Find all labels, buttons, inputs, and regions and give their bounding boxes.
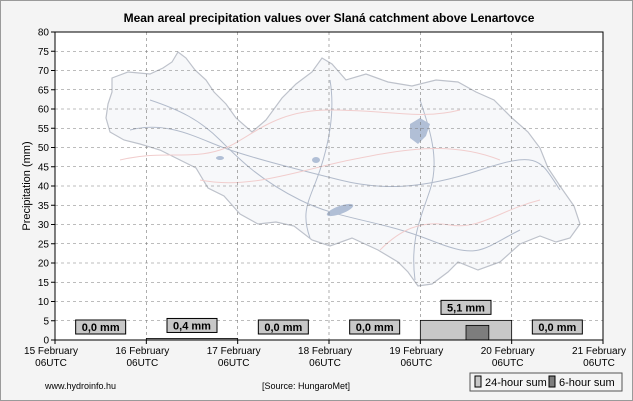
data-label: 0,4 mm [173, 320, 211, 332]
y-tick-label: 80 [38, 28, 50, 39]
data-label-box [75, 319, 127, 335]
x-tick-label: 21 February [572, 346, 626, 357]
y-tick-label: 35 [38, 201, 50, 212]
y-tick-label: 20 [38, 259, 50, 270]
y-tick-label: 25 [38, 239, 50, 250]
lake-shape [312, 157, 320, 163]
y-tick-label: 40 [38, 182, 50, 193]
x-tick-label: 20 February [481, 346, 535, 357]
data-label: 0,0 mm [264, 322, 302, 334]
chart-title: Mean areal precipitation values over Sla… [124, 11, 535, 25]
legend-label-6h: 6-hour sum [559, 377, 615, 389]
y-tick-label: 50 [38, 143, 50, 154]
x-tick-label: 06UTC [583, 358, 615, 369]
source-text: [Source: HungaroMet] [262, 381, 350, 391]
lake-shape [216, 156, 224, 160]
legend-swatch-6h [548, 375, 556, 388]
x-tick-label: 17 February [207, 346, 261, 357]
y-tick-label: 45 [38, 162, 50, 173]
data-label-box [166, 317, 218, 333]
bar-6h [465, 324, 490, 341]
catchment-map-image [105, 51, 581, 287]
lake-shape [326, 203, 354, 217]
data-label: 5,1 mm [447, 302, 485, 314]
y-tick-label: 75 [38, 47, 50, 58]
y-tick-label: 70 [38, 66, 50, 77]
x-tick-label: 06UTC [218, 358, 250, 369]
data-label-box [349, 319, 401, 335]
x-tick-label: 06UTC [400, 358, 432, 369]
road-line [119, 109, 461, 161]
river-line [149, 99, 521, 252]
legend-label-24h: 24-hour sum [485, 377, 547, 389]
data-label: 0,0 mm [538, 322, 576, 334]
y-tick-label: 15 [38, 278, 50, 289]
x-tick-label: 16 February [115, 346, 169, 357]
x-tick-label: 06UTC [126, 358, 158, 369]
y-tick-label: 65 [38, 85, 50, 96]
y-tick-label: 60 [38, 105, 50, 116]
data-label: 0,0 mm [356, 322, 394, 334]
road-line [379, 199, 541, 251]
x-tick-label: 19 February [389, 346, 443, 357]
x-tick-label: 06UTC [35, 358, 67, 369]
y-tick-label: 55 [38, 124, 50, 135]
data-label-box [440, 299, 492, 315]
y-axis-label: Precipitation (mm) [21, 141, 33, 230]
x-tick-label: 06UTC [309, 358, 341, 369]
y-tick-label: 5 [43, 316, 49, 327]
y-tick-label: 0 [43, 336, 49, 347]
x-tick-label: 18 February [298, 346, 352, 357]
data-label-box [531, 319, 583, 335]
legend-box [469, 372, 623, 392]
data-label-box [257, 319, 309, 335]
catchment-outline [105, 51, 581, 287]
plot-border [54, 31, 604, 341]
y-tick-label: 30 [38, 220, 50, 231]
lake-shape [410, 118, 430, 144]
data-label: 0,0 mm [82, 322, 120, 334]
river-line [305, 79, 333, 239]
legend-swatch-24h [474, 375, 482, 388]
x-tick-label: 15 February [24, 346, 78, 357]
road-line [199, 148, 501, 184]
website-text: www.hydroinfo.hu [44, 381, 116, 391]
y-tick-label: 10 [38, 297, 50, 308]
legend: 24-hour sum 6-hour sum [469, 372, 623, 392]
x-tick-label: 06UTC [492, 358, 524, 369]
river-line [129, 126, 561, 191]
